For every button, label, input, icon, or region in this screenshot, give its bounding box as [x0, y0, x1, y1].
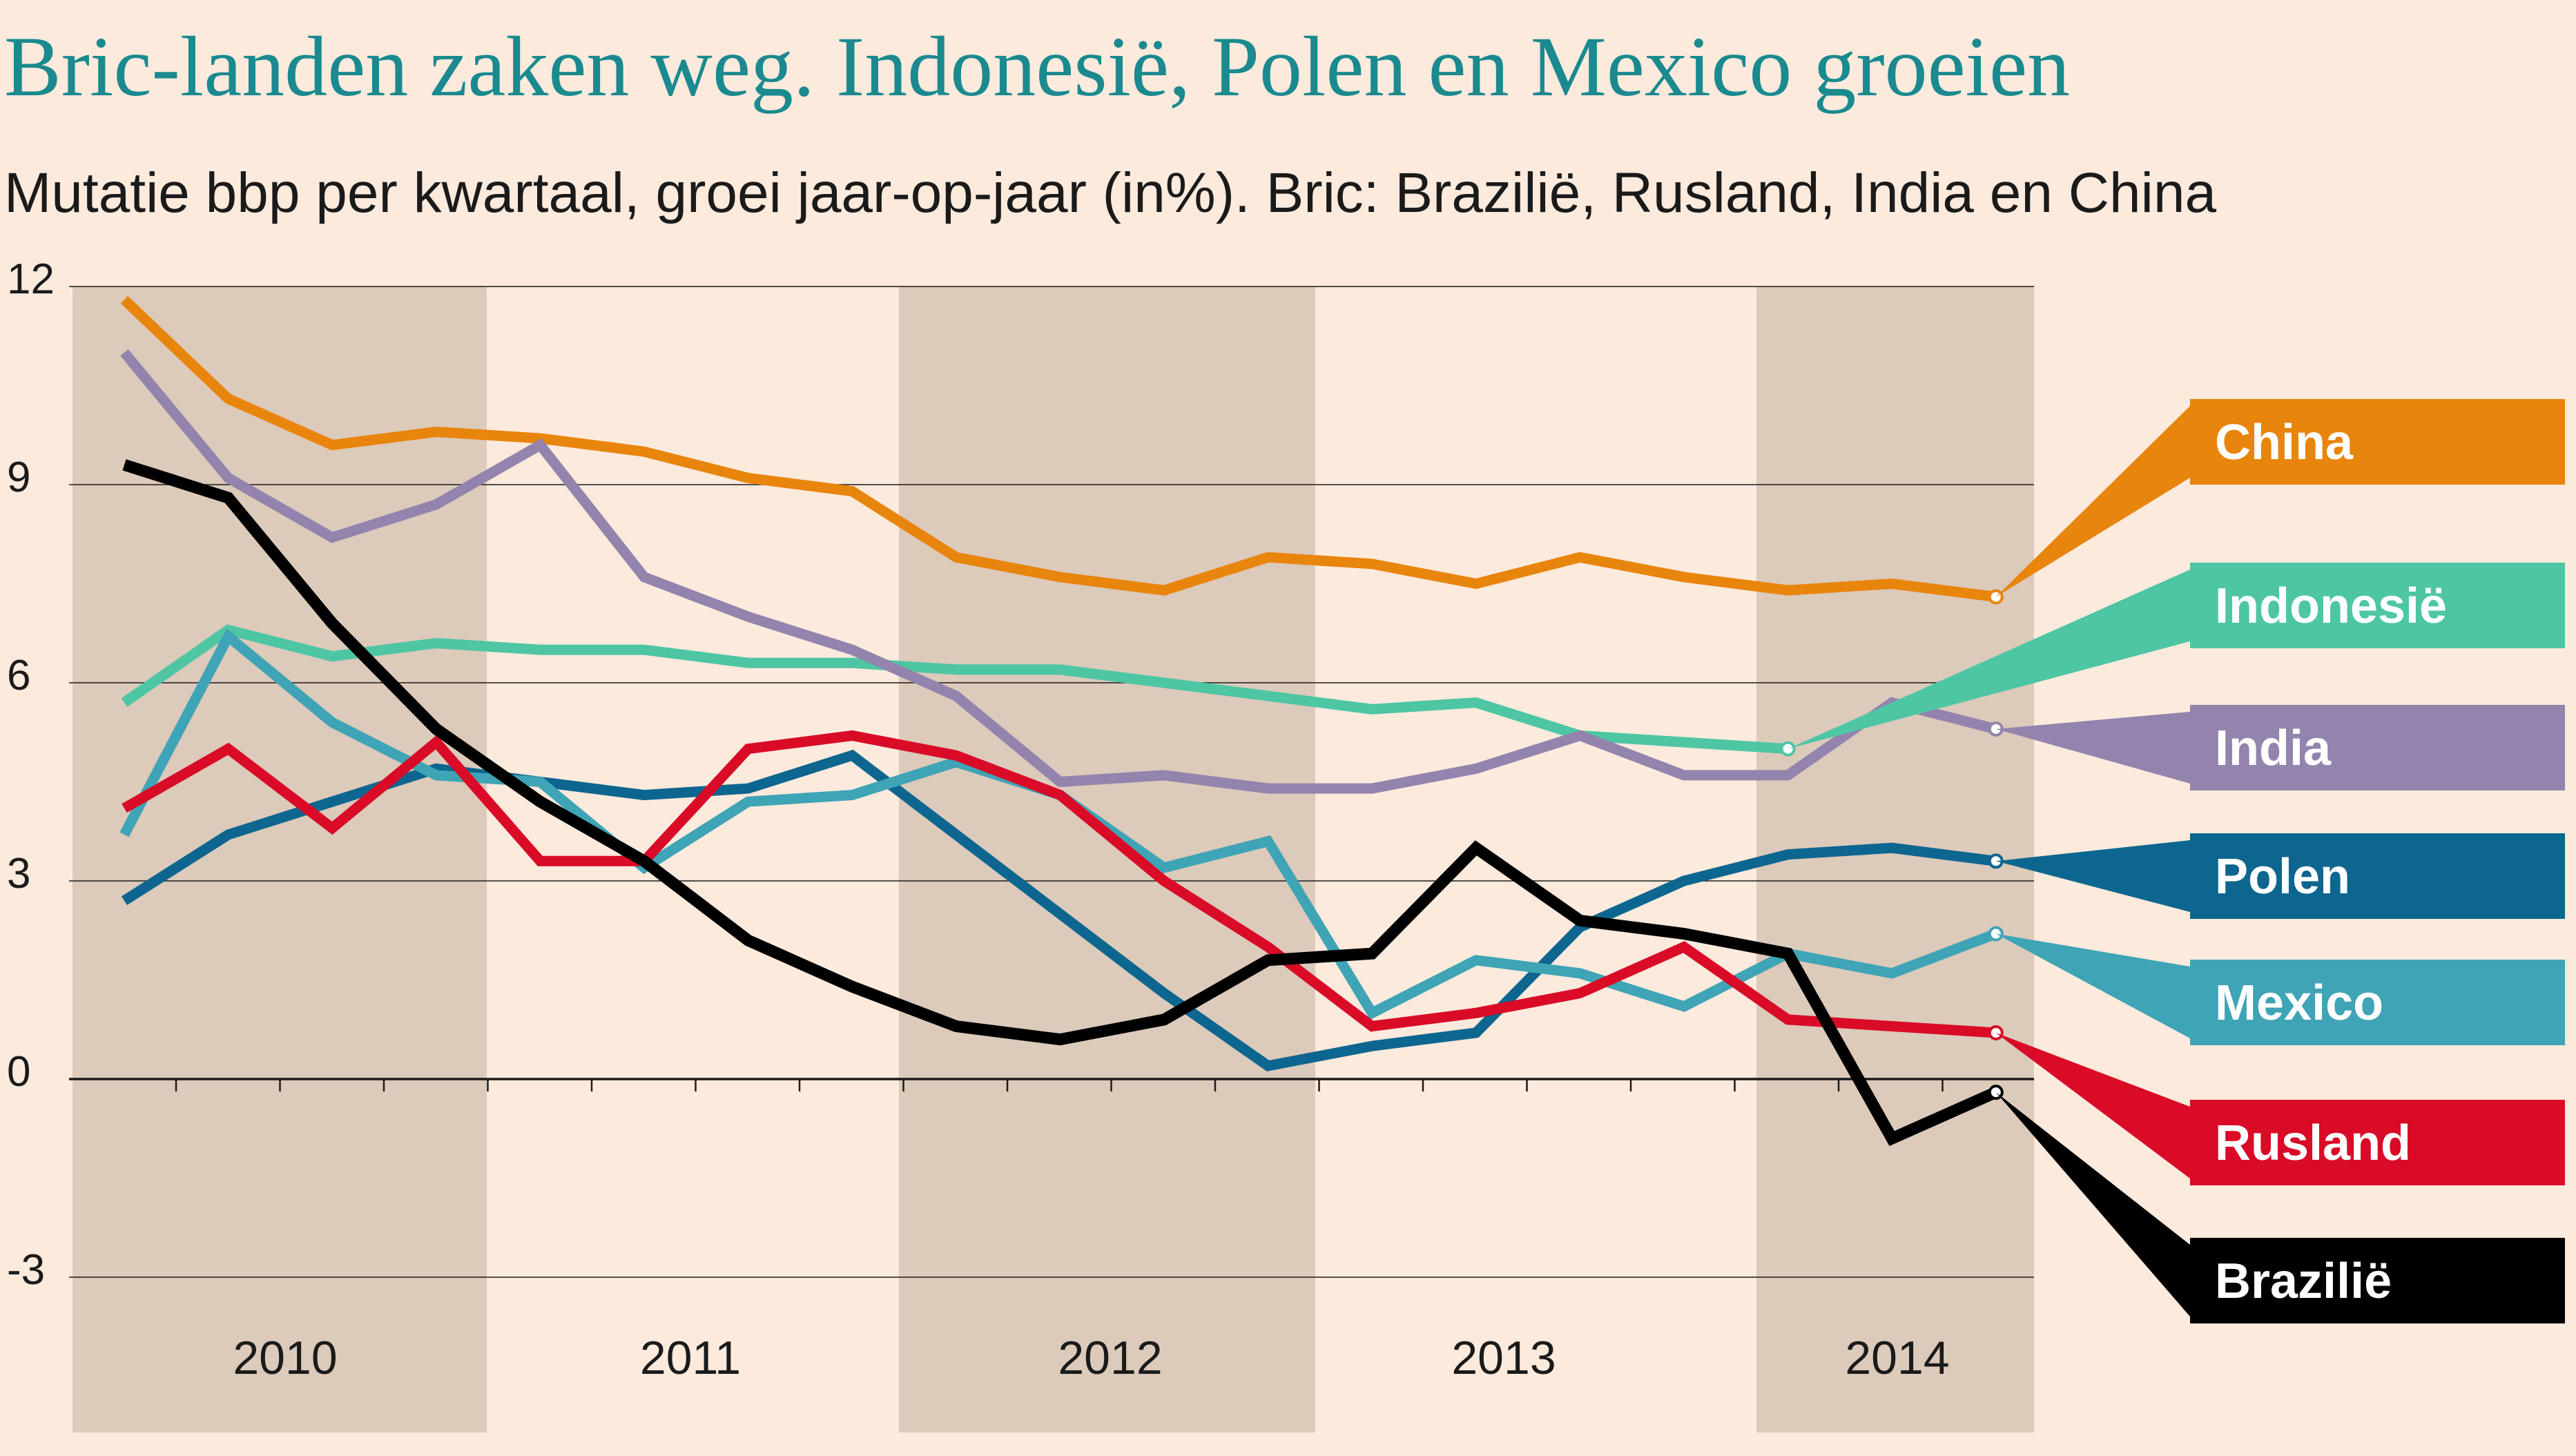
x-year-label: 2013	[1451, 1332, 1556, 1384]
legend-box	[2190, 563, 2565, 648]
legend-connector	[1995, 1092, 2190, 1317]
legend-connector	[1995, 406, 2190, 597]
chart-title: Bric-landen zaken weg. Indonesië, Polen …	[4, 19, 2070, 114]
year-band	[72, 287, 487, 1433]
x-axis	[69, 1078, 2034, 1091]
legend-label: Polen	[2215, 849, 2350, 904]
x-year-label: 2014	[1845, 1332, 1949, 1384]
legend-box	[2190, 705, 2565, 790]
legend: China Indonesië India Polen Mexico Rusland Bra…	[1788, 399, 2565, 1323]
series-line-rusland	[122, 730, 1997, 1038]
y-axis-ticks: 12 9 6 3 0 -3	[7, 255, 55, 1294]
legend-box	[2190, 1100, 2565, 1185]
legend-box	[2190, 833, 2565, 919]
legend-label: Brazilië	[2215, 1254, 2392, 1309]
y-tick-label: -3	[7, 1246, 45, 1294]
y-tick-label: 12	[7, 255, 55, 303]
x-year-label: 2012	[1058, 1332, 1162, 1384]
y-tick-label: 9	[7, 454, 30, 501]
y-tick-label: 3	[7, 850, 30, 897]
legend-connector	[1788, 570, 2190, 749]
legend-label: India	[2215, 721, 2332, 776]
legend-box	[2190, 399, 2565, 485]
year-band	[899, 287, 1315, 1433]
legend-box	[2190, 960, 2565, 1045]
legend-label: Indonesië	[2215, 579, 2447, 634]
year-bands	[72, 287, 2034, 1433]
legend-connector	[1995, 712, 2190, 784]
series-line-india	[120, 349, 1997, 794]
x-axis-year-labels: 2010 2011 2012 2013 2014	[233, 1332, 1949, 1384]
series-line-china	[120, 295, 1997, 603]
legend-connector	[1995, 840, 2190, 912]
x-year-label: 2010	[233, 1332, 337, 1384]
series-lines	[119, 295, 2004, 1147]
y-tick-label: 0	[7, 1048, 30, 1096]
legend-connector	[1995, 1033, 2190, 1178]
chart-subtitle: Mutatie bbp per kwartaal, groei jaar-op-…	[4, 162, 2216, 224]
series-line-indonesië	[121, 624, 1789, 755]
y-tick-label: 6	[7, 652, 30, 699]
x-year-label: 2011	[640, 1332, 741, 1384]
legend-label: Rusland	[2215, 1116, 2411, 1171]
series-line-polen	[121, 749, 1997, 1071]
legend-connector	[1995, 933, 2190, 1038]
legend-label: Mexico	[2215, 975, 2383, 1031]
legend-label: China	[2215, 415, 2354, 470]
series-line-brazilië	[122, 459, 1999, 1147]
legend-box	[2190, 1238, 2565, 1323]
